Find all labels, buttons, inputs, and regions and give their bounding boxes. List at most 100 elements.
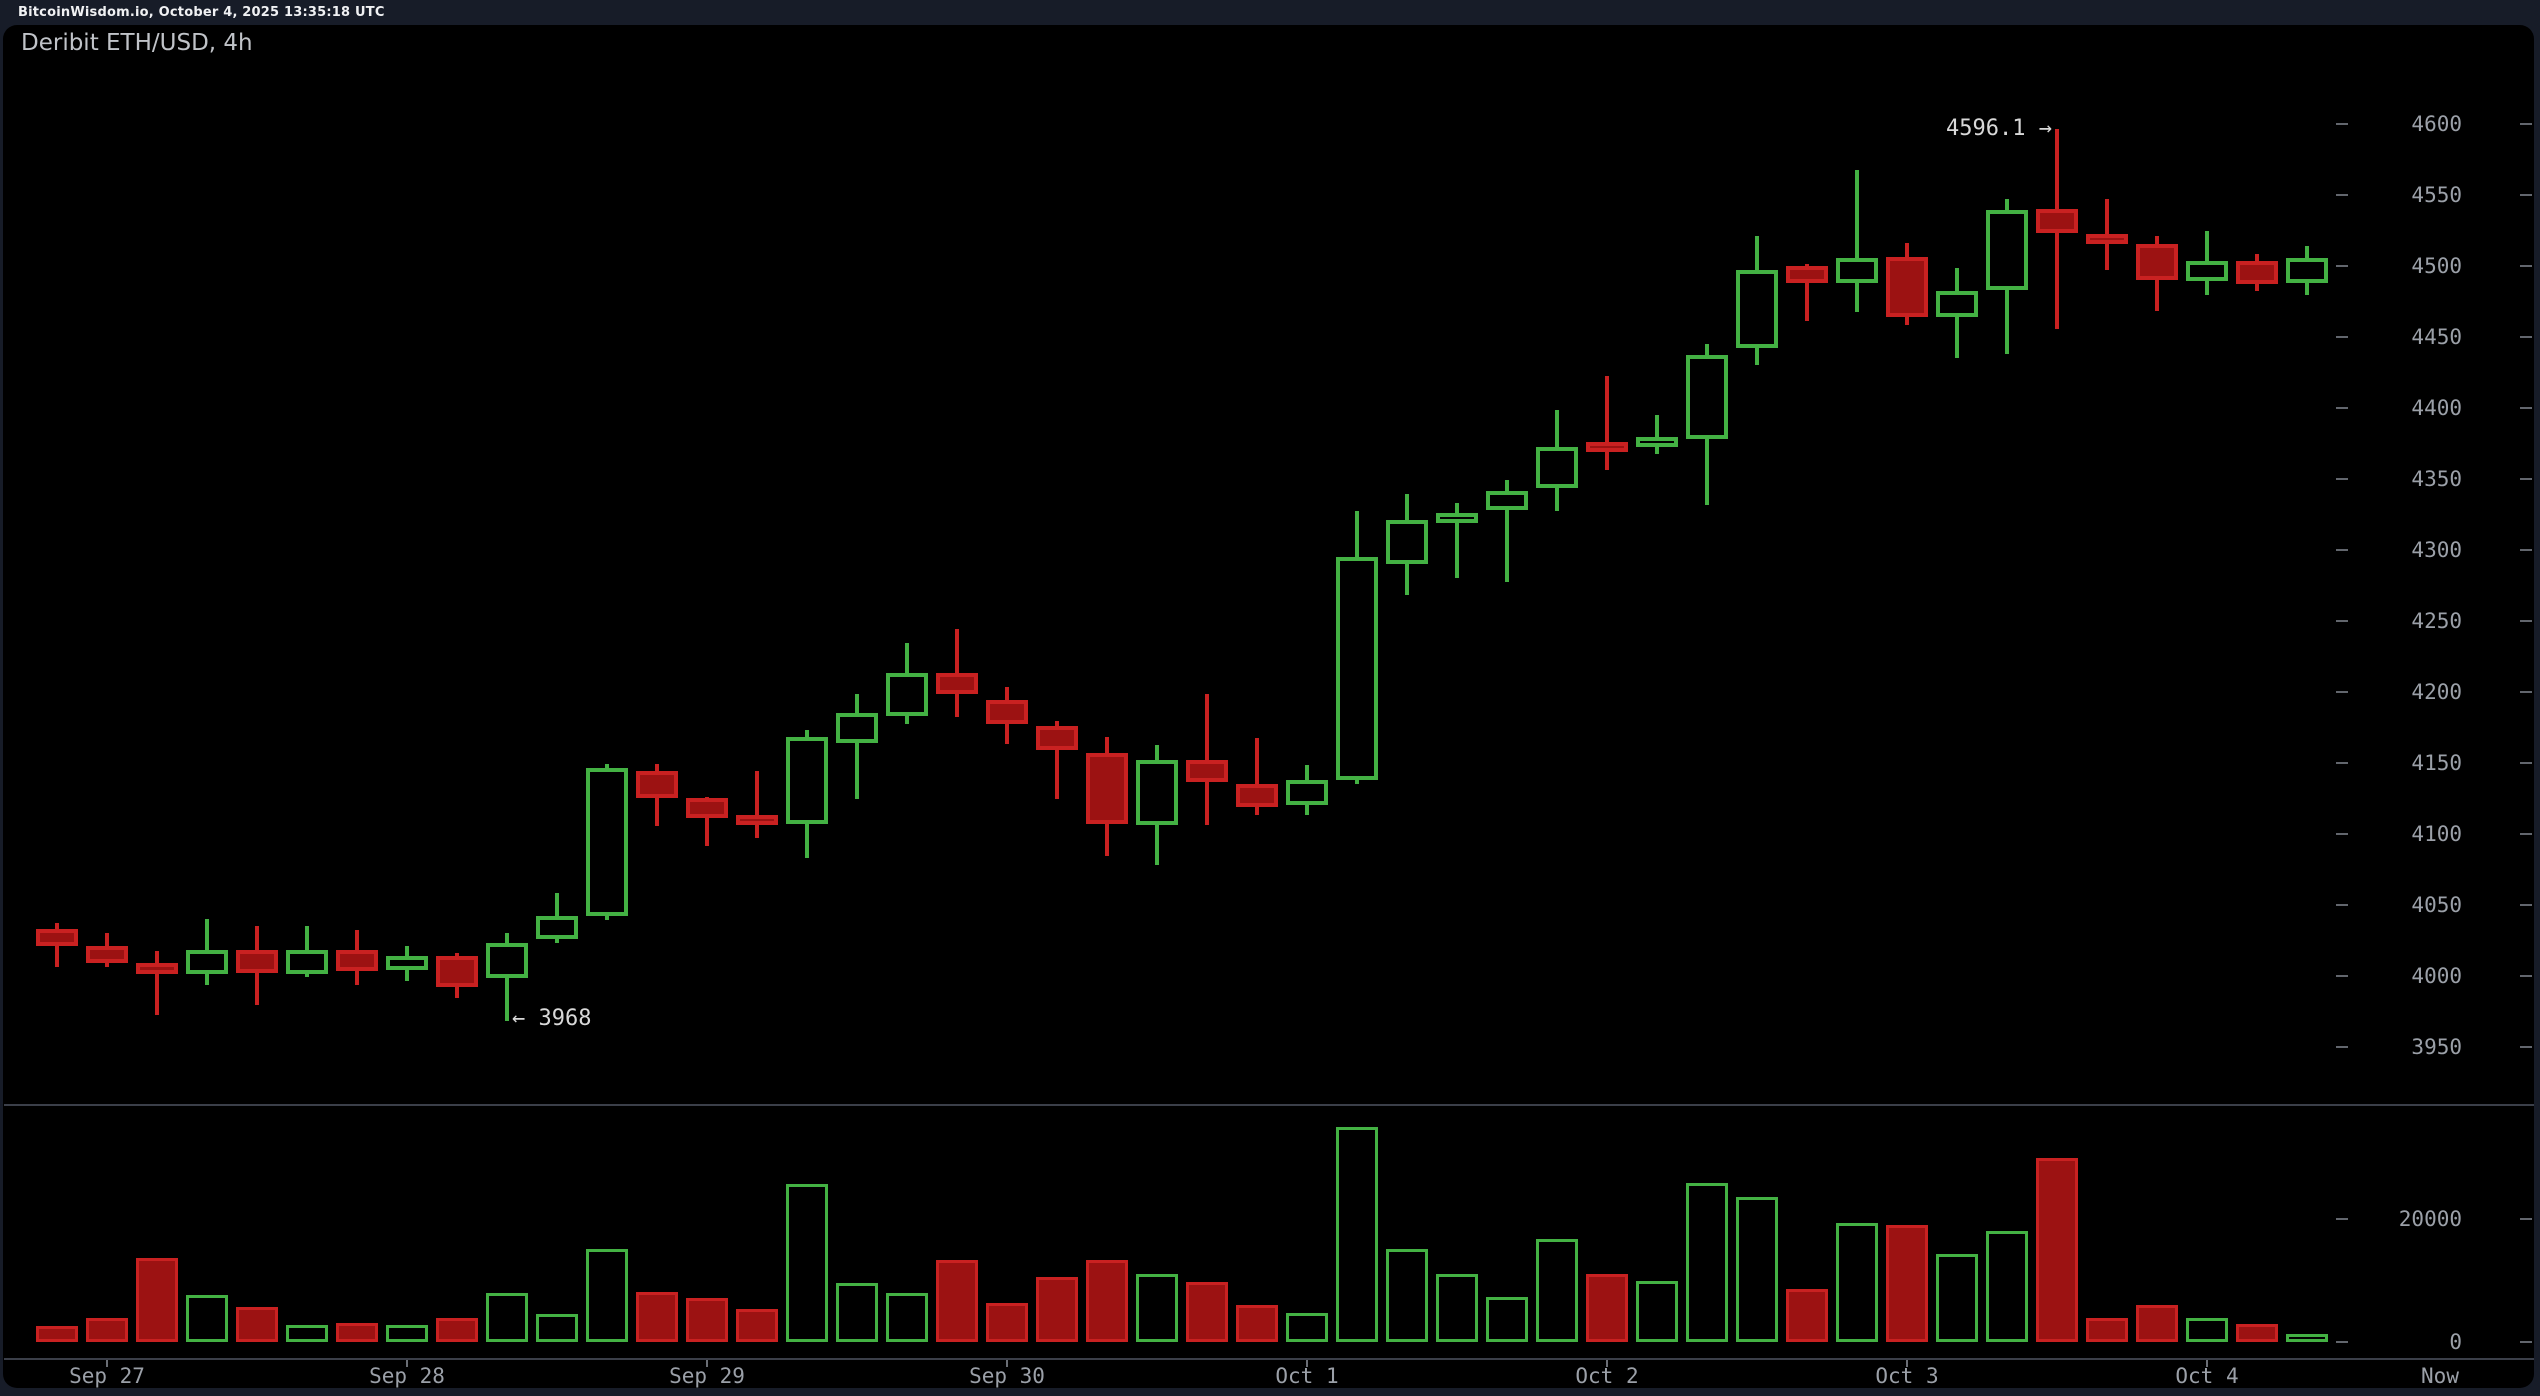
price-tick-label: 4350 [2411,466,2462,491]
candle-body [86,945,128,963]
candle-body [1886,256,1928,317]
date-label: Oct 4 [2175,1364,2239,1388]
candle-body [886,673,928,716]
volume-bar [1736,1197,1778,1342]
candle-body [2086,233,2128,244]
candle-body [486,942,528,979]
candle-body [2136,244,2178,280]
volume-tick-label: 0 [2449,1329,2462,1354]
date-label: Sep 28 [369,1364,445,1388]
candle-body [1086,752,1128,824]
price-tick-label: 4100 [2411,821,2462,846]
price-tick-label: 4050 [2411,892,2462,917]
price-tick-dash-left [2336,619,2348,622]
price-tick-dash-right [2520,264,2532,267]
price-tick-label: 4600 [2411,111,2462,136]
candle-body [136,962,178,975]
date-label: Oct 1 [1275,1364,1339,1388]
candle-body [186,949,228,975]
candle-body [686,798,728,818]
volume-bar [336,1322,378,1342]
price-tick-dash-right [2520,1045,2532,1048]
day-tick [1006,1360,1008,1367]
candle-wick [155,951,159,1016]
day-tick [1306,1360,1308,1367]
price-tick-dash-right [2520,122,2532,125]
volume-bar [36,1325,78,1342]
candle-body [286,949,328,975]
volume-bar [1986,1230,2028,1342]
price-tick-dash-right [2520,619,2532,622]
volume-bar [686,1298,728,1342]
candle-body [1136,759,1178,825]
chart-panel[interactable] [3,25,2534,1388]
price-tick-dash-right [2520,761,2532,764]
price-tick-label: 4500 [2411,253,2462,278]
candle-body [636,771,678,798]
candle-body [1686,354,1728,439]
volume-bar [586,1248,628,1342]
date-label: Now [2421,1364,2459,1388]
day-tick [2206,1360,2208,1367]
price-tick-dash-right [2520,477,2532,480]
volume-bar [736,1309,778,1342]
volume-bar [1836,1222,1878,1342]
price-tick-dash-left [2336,264,2348,267]
candle-body [936,673,978,695]
candle-body [1536,447,1578,489]
date-label: Oct 3 [1875,1364,1939,1388]
date-label: Sep 27 [69,1364,145,1388]
volume-bar [86,1318,128,1342]
candle-body [36,928,78,946]
candle-body [436,955,478,987]
price-tick-dash-right [2520,335,2532,338]
price-tick-label: 4400 [2411,395,2462,420]
price-tick-label: 4450 [2411,324,2462,349]
candle-body [2286,258,2328,283]
candle-body [836,712,878,743]
candle-body [536,915,578,939]
top-bar: BitcoinWisdom.io, October 4, 2025 13:35:… [0,0,2540,25]
price-tick-dash-right [2520,690,2532,693]
volume-bar [2036,1158,2078,1342]
volume-bar [436,1318,478,1342]
candle-wick [1805,264,1809,321]
volume-bar [1486,1297,1528,1342]
low-price-annotation: ← 3968 [512,1006,592,1031]
candle-wick [1505,479,1509,583]
candle-wick [1455,502,1459,578]
price-tick-dash-left [2336,406,2348,409]
volume-bar [2236,1323,2278,1342]
volume-tick-dash-right [2520,1218,2532,1221]
candle-body [1836,258,1878,283]
candle-wick [1055,721,1059,800]
day-tick [106,1360,108,1367]
volume-bar [1136,1273,1178,1342]
candle-body [1436,512,1478,523]
volume-bar [386,1325,428,1342]
candle-body [2236,261,2278,284]
volume-bar [1936,1253,1978,1342]
day-tick [1606,1360,1608,1367]
volume-tick-label: 20000 [2398,1207,2462,1232]
price-tick-label: 3950 [2411,1034,2462,1059]
price-tick-dash-right [2520,406,2532,409]
candle-wick [705,796,709,847]
price-tick-dash-left [2336,193,2348,196]
candle-wick [1655,414,1659,455]
volume-bar [1886,1225,1928,1342]
candle-body [736,815,778,825]
day-tick [406,1360,408,1367]
volume-bar [1586,1273,1628,1342]
candle-body [386,955,428,970]
candle-body [2186,261,2228,282]
volume-tick-dash-left [2336,1340,2348,1343]
volume-bar [1636,1280,1678,1342]
volume-bar [1236,1304,1278,1342]
candle-wick [855,694,859,800]
price-tick-dash-right [2520,832,2532,835]
volume-bar [2086,1318,2128,1342]
price-tick-dash-left [2336,548,2348,551]
price-tick-dash-right [2520,193,2532,196]
candle-wick [1255,738,1259,816]
